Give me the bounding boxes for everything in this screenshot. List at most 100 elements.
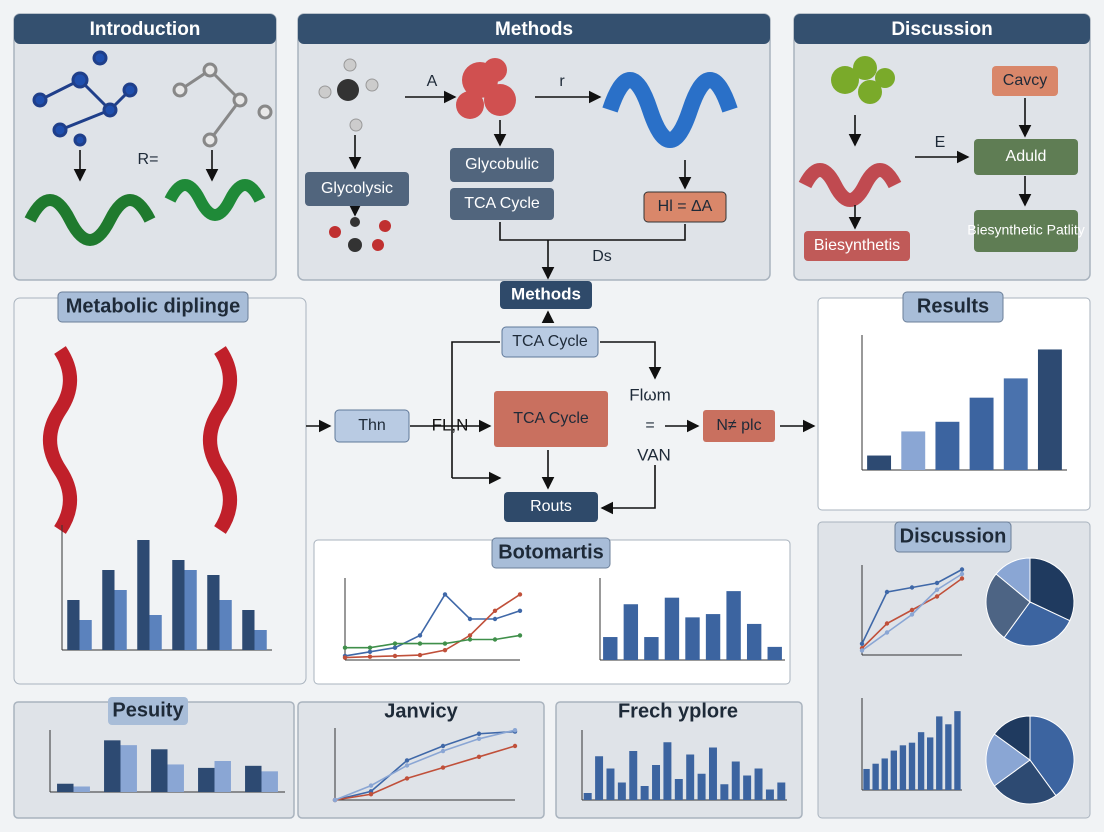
decoration	[483, 58, 507, 82]
point	[417, 633, 423, 638]
bar	[1037, 349, 1062, 470]
point	[884, 621, 890, 626]
decoration	[894, 521, 1012, 553]
decoration	[501, 326, 599, 358]
box-label: Biesynthetis	[814, 237, 900, 254]
decoration	[379, 220, 391, 232]
bar	[629, 751, 638, 800]
bar	[708, 747, 717, 800]
box-label: TCA Cycle	[512, 333, 588, 350]
bar	[137, 540, 150, 650]
bar	[245, 765, 262, 792]
decoration	[348, 238, 362, 252]
decoration	[73, 133, 87, 147]
panel-title: Methods	[495, 19, 573, 40]
bar	[79, 620, 92, 650]
bar	[606, 768, 615, 800]
bar	[198, 767, 215, 792]
panel-title: Discussion	[900, 525, 1007, 547]
decoration	[600, 341, 662, 380]
bar	[102, 570, 115, 650]
pie-slice	[1029, 557, 1075, 622]
point	[417, 641, 423, 646]
flow-label: FL,N	[432, 415, 469, 434]
bar	[936, 716, 943, 790]
decoration	[451, 341, 500, 478]
decoration	[172, 82, 188, 98]
point	[442, 592, 448, 597]
bar	[583, 793, 592, 800]
decoration	[92, 50, 108, 66]
point	[342, 645, 348, 650]
point	[884, 589, 890, 595]
arrow-label: E	[935, 134, 946, 151]
point	[959, 571, 965, 577]
decoration	[365, 78, 379, 92]
decoration	[202, 132, 218, 148]
point	[934, 594, 940, 599]
pie-slice	[1029, 715, 1075, 797]
decoration	[703, 410, 775, 442]
bar	[674, 779, 683, 800]
arrow-label: r	[559, 73, 565, 90]
bar	[172, 560, 185, 650]
point	[404, 776, 410, 781]
decoration	[555, 701, 803, 819]
box-label: Cavcy	[1003, 72, 1047, 89]
decoration	[499, 222, 686, 241]
bar	[945, 724, 952, 790]
decoration	[491, 537, 611, 569]
decoration	[334, 409, 410, 443]
bar	[720, 784, 729, 800]
bar	[151, 749, 168, 792]
bar	[149, 615, 162, 650]
bar	[242, 610, 255, 650]
bar	[685, 617, 700, 660]
arrow-label: A	[427, 73, 438, 90]
bar	[863, 768, 870, 790]
bar	[731, 761, 740, 800]
decoration	[232, 92, 248, 108]
bar	[867, 455, 892, 470]
point	[512, 743, 518, 749]
label: R=	[138, 151, 159, 168]
point	[909, 612, 915, 617]
bar	[927, 737, 934, 790]
panel-title: Frech yplore	[618, 700, 738, 722]
flow-label: =	[645, 417, 654, 434]
point	[476, 736, 482, 741]
point	[392, 653, 398, 659]
decoration	[164, 179, 266, 221]
bar	[595, 756, 604, 800]
point	[492, 608, 498, 613]
bar	[881, 758, 888, 790]
decoration	[318, 85, 332, 99]
decoration	[208, 99, 242, 141]
bar	[219, 600, 232, 650]
point	[512, 727, 518, 733]
decoration	[102, 102, 118, 118]
decoration	[318, 58, 379, 132]
decoration	[52, 122, 68, 138]
decoration	[32, 50, 138, 147]
bar	[917, 732, 925, 790]
line	[344, 593, 521, 657]
decoration	[484, 84, 516, 116]
box-label: Glycolysic	[321, 180, 393, 197]
point	[517, 608, 523, 613]
decoration	[57, 291, 249, 323]
decoration	[831, 56, 895, 104]
panel-title: Janvicy	[384, 700, 458, 722]
panel-title: Introduction	[90, 19, 201, 40]
point	[367, 645, 373, 650]
decoration	[59, 108, 111, 132]
point	[884, 630, 890, 635]
box-label: Biesynthetic Patlity	[967, 222, 1085, 238]
box-label: N≠ plc	[716, 417, 761, 434]
line	[334, 730, 516, 801]
bar	[603, 637, 618, 660]
point	[332, 797, 338, 803]
decoration	[798, 163, 902, 207]
bar	[872, 763, 879, 790]
